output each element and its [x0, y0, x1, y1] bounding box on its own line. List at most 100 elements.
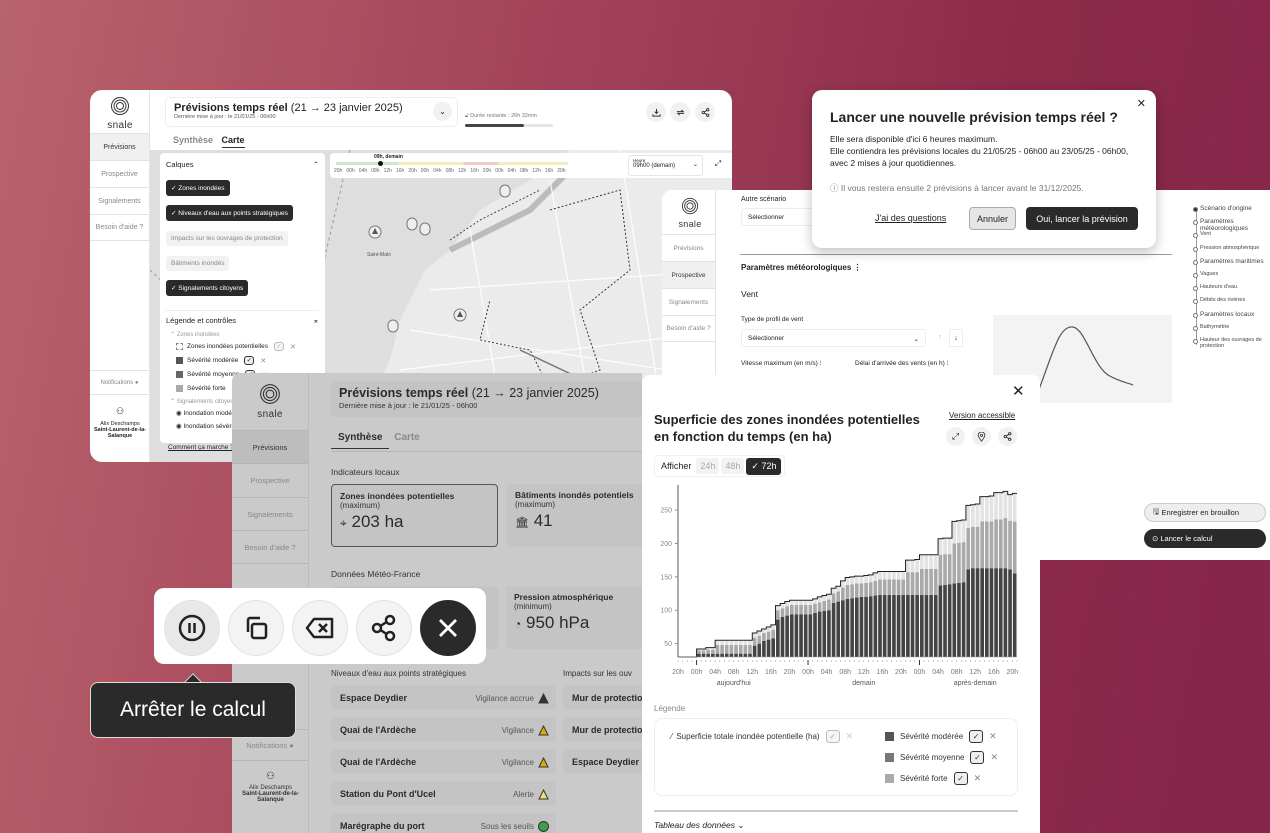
help-link[interactable]: Comment ça marche ?: [168, 444, 234, 451]
confirm-launch-button[interactable]: Oui, lancer la prévision: [1026, 207, 1138, 230]
timeline-track[interactable]: [336, 162, 568, 165]
sidebar-item-prospective[interactable]: Prospective: [90, 160, 149, 187]
legend-hide[interactable]: ✕: [289, 343, 296, 351]
notifications-link[interactable]: Notifications ●: [90, 370, 149, 395]
accessible-version-link[interactable]: Version accessible: [949, 411, 1016, 420]
fullscreen-button[interactable]: ⤢: [708, 154, 728, 174]
bar-segment-strong: [724, 640, 729, 645]
sidebar-item-signalements[interactable]: Signalements: [232, 497, 308, 530]
tab-carte[interactable]: Carte: [394, 432, 420, 443]
save-draft-button[interactable]: 🖫︎ Enregistrer en brouillon: [1144, 503, 1266, 522]
bar-segment-moderate: [868, 596, 873, 657]
timeline[interactable]: 09h, demain 20h 00h 04h 08h 12h 16h 20h 00h 04h 0…: [330, 153, 732, 178]
chevron-up-icon[interactable]: ⌃: [312, 160, 319, 169]
legend-group-reports[interactable]: ⌃ Signalements citoyens: [170, 399, 237, 405]
locate-button[interactable]: [972, 427, 991, 446]
clear-button[interactable]: [292, 600, 348, 656]
sidebar-item-help[interactable]: Besoin d'aide ?: [232, 530, 308, 564]
kpi-card-flooded-zones[interactable]: Zones inondées potentielles (maximum) ⌖ …: [331, 484, 498, 547]
range-24h[interactable]: 24h: [696, 458, 720, 474]
legend-hide[interactable]: ✕: [260, 357, 267, 365]
tab-synthese[interactable]: Synthèse: [331, 432, 390, 449]
sidebar-item-previsions[interactable]: Prévisions: [232, 430, 308, 463]
user-block[interactable]: ⚇ Alix Deschamps Saint-Laurent-de-la-Sal…: [232, 771, 309, 803]
stepper-item[interactable]: Scénario d'origine: [1193, 205, 1270, 212]
legend-show-total[interactable]: ✓: [825, 730, 840, 743]
sidebar-item-help[interactable]: Besoin d'aide ?: [90, 214, 149, 241]
water-level-row[interactable]: Quai de l'Ardèche Vigilance: [331, 718, 556, 742]
forecast-select-chevron-button[interactable]: ⌄: [433, 102, 452, 121]
layer-chip[interactable]: ✓ Zones inondées: [166, 180, 230, 196]
wind-profile-select[interactable]: Sélectionner ⌄: [741, 329, 926, 347]
questions-link[interactable]: J'ai des questions: [875, 213, 947, 223]
data-table-toggle[interactable]: Tableau des données ⌄: [654, 820, 745, 830]
cancel-button[interactable]: Annuler: [969, 207, 1016, 230]
water-level-row[interactable]: Station du Pont d'Ucel Alerte: [331, 782, 556, 806]
legend-group-zones[interactable]: ⌃ Zones inondées: [170, 332, 220, 338]
y-tick-label: 250: [660, 508, 672, 515]
close-chart-button[interactable]: ✕: [1012, 383, 1025, 400]
bar-segment-moderate: [780, 616, 785, 657]
stepper-item[interactable]: Pression atmosphérique: [1193, 245, 1270, 252]
close-icon[interactable]: ✕: [1136, 98, 1146, 110]
hour-select[interactable]: Heure 09h00 (demain) ⌄: [628, 155, 703, 176]
layer-chip[interactable]: Impacts sur les ouvrages de protection: [166, 231, 288, 246]
user-block[interactable]: ⚇ Alix Deschamps Saint-Laurent-de-la-Sal…: [90, 406, 150, 439]
sidebar-item-signalements[interactable]: Signalements: [662, 288, 715, 315]
bar-segment-strong: [896, 571, 901, 580]
sidebar-item-previsions[interactable]: Prévisions: [90, 133, 149, 160]
sidebar-item-previsions[interactable]: Prévisions: [662, 234, 715, 261]
stepper-item[interactable]: Paramètres météorologiques: [1193, 218, 1270, 232]
legend-toggle[interactable]: ✓: [244, 356, 255, 365]
range-72h[interactable]: ✓ 72h: [746, 457, 782, 475]
sidebar-item-help[interactable]: Besoin d'aide ?: [662, 315, 715, 342]
water-level-row[interactable]: Marégraphe du port Sous les seuils: [331, 814, 556, 833]
stepper-item[interactable]: Vent: [1193, 231, 1270, 239]
expand-chart-button[interactable]: ⤢: [946, 427, 965, 446]
stepper-item[interactable]: Vagues: [1193, 271, 1270, 278]
share-button[interactable]: [356, 600, 412, 656]
kpi-card-flooded-buildings[interactable]: Bâtiments inondés potentiels (maximum) 🏛…: [507, 484, 642, 547]
download-button[interactable]: [646, 102, 666, 122]
stepper-item[interactable]: Paramètres locaux: [1193, 311, 1270, 318]
impact-row[interactable]: Espace Deydier: [563, 750, 642, 774]
sidebar-item-signalements[interactable]: Signalements: [90, 187, 149, 214]
sidebar-item-prospective[interactable]: Prospective: [232, 463, 308, 497]
duplicate-button[interactable]: [228, 600, 284, 656]
section-menu-icon[interactable]: ⋮: [853, 263, 862, 272]
bar-segment-moderate: [822, 610, 827, 657]
share-button[interactable]: [695, 102, 715, 122]
stepper-item[interactable]: Bathymétrie: [1193, 324, 1270, 331]
stepper-item[interactable]: Hauteur des ouvrages de protection: [1193, 337, 1270, 349]
range-48h[interactable]: 48h: [721, 458, 745, 474]
water-level-row[interactable]: Quai de l'Ardèche Vigilance: [331, 750, 556, 774]
stepper-item[interactable]: Hauteurs d'eau: [1193, 284, 1270, 292]
refresh-button[interactable]: [670, 102, 690, 122]
layer-chip[interactable]: ✓ Niveaux d'eau aux points stratégiques: [166, 205, 293, 221]
close-button[interactable]: [420, 600, 476, 656]
stepper-item[interactable]: Débits des rivières: [1193, 297, 1270, 305]
collapse-icon[interactable]: ⌅: [312, 316, 319, 325]
bar-segment-moderate: [738, 653, 743, 657]
bar-segment-medium: [1003, 518, 1008, 569]
stepper-item[interactable]: Paramètres maritimes: [1193, 258, 1270, 265]
impact-row[interactable]: Mur de protectio: [563, 686, 642, 710]
water-level-row[interactable]: Espace Deydier Vigilance accrue: [331, 686, 556, 710]
launch-calculation-button[interactable]: ⊙ Lancer le calcul: [1144, 529, 1266, 548]
tab-carte[interactable]: Carte: [221, 135, 245, 148]
impact-row[interactable]: Mur de protectio: [563, 718, 642, 742]
layer-chip[interactable]: Bâtiments inondés: [166, 256, 230, 271]
legend-toggle[interactable]: ✓: [273, 342, 284, 351]
sidebar-item-prospective[interactable]: Prospective: [662, 261, 715, 288]
meteo-card-pressure[interactable]: Pression atmosphérique (minimum) ◔ 950 h…: [506, 586, 642, 649]
timeline-handle[interactable]: [378, 161, 383, 166]
tab-synthese[interactable]: Synthèse: [173, 135, 214, 145]
bar-segment-moderate: [697, 653, 701, 657]
share-chart-button[interactable]: [998, 427, 1017, 446]
pause-button[interactable]: [164, 600, 220, 656]
layer-chip[interactable]: ✓ Signalements citoyens: [166, 280, 249, 296]
move-down-button[interactable]: ↓: [949, 329, 963, 347]
move-up-button[interactable]: ↑: [938, 334, 942, 341]
bar-segment-moderate: [887, 594, 892, 657]
legend-hide-total[interactable]: ✕: [845, 731, 854, 741]
